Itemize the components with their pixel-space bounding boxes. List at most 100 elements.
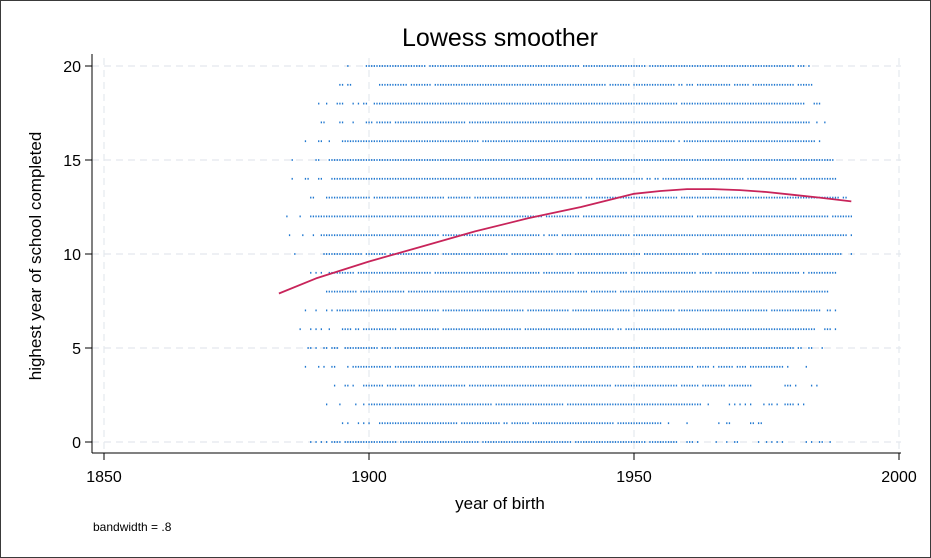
data-point: [434, 365, 436, 368]
data-point: [429, 65, 431, 67]
data-point: [561, 328, 564, 331]
data-point: [598, 365, 601, 368]
data-point: [527, 422, 529, 425]
data-point: [410, 196, 413, 199]
data-point: [418, 177, 421, 180]
data-point: [803, 290, 805, 293]
data-point: [559, 365, 561, 368]
data-point: [598, 102, 601, 105]
data-point: [553, 441, 556, 443]
data-point: [702, 121, 704, 124]
data-point: [787, 328, 789, 331]
data-point: [471, 441, 474, 443]
data-point: [606, 65, 609, 67]
data-point: [341, 253, 344, 255]
data-point: [490, 384, 492, 387]
data-point: [583, 65, 585, 67]
data-point: [776, 121, 778, 124]
data-point: [620, 422, 622, 425]
data-point: [800, 177, 802, 180]
data-point: [816, 177, 818, 180]
data-point: [795, 328, 797, 331]
data-point: [710, 271, 712, 274]
data-point: [421, 159, 423, 161]
data-point: [636, 83, 638, 86]
data-point: [636, 121, 638, 124]
data-point: [572, 234, 574, 237]
data-point: [644, 290, 646, 293]
data-point: [458, 102, 460, 105]
data-point: [498, 290, 500, 293]
data-point: [500, 83, 503, 86]
data-point: [339, 102, 341, 105]
data-point: [455, 65, 458, 67]
data-point: [638, 290, 640, 293]
data-point: [609, 290, 611, 293]
data-point: [715, 121, 717, 124]
data-point: [477, 121, 479, 124]
data-point: [532, 234, 534, 237]
data-point: [394, 328, 397, 331]
data-point: [389, 65, 391, 67]
data-point: [646, 253, 648, 255]
data-point: [405, 215, 407, 218]
data-point: [651, 347, 654, 349]
y-tick-label: 10: [63, 247, 81, 264]
data-point: [519, 102, 521, 105]
data-point: [559, 347, 561, 349]
data-point: [344, 253, 346, 255]
data-point: [591, 403, 593, 406]
data-point: [808, 196, 810, 199]
data-point: [532, 441, 534, 443]
data-point: [503, 65, 505, 67]
data-point: [461, 196, 463, 199]
data-point: [463, 271, 466, 274]
data-point: [333, 290, 336, 293]
data-point: [522, 234, 524, 237]
data-point: [598, 196, 601, 199]
data-point: [434, 177, 436, 180]
data-point: [434, 102, 436, 105]
data-point: [636, 234, 638, 237]
data-point: [490, 309, 492, 312]
data-point: [538, 309, 540, 312]
data-point: [527, 441, 529, 443]
data-point: [736, 309, 739, 312]
data-point: [553, 422, 556, 425]
data-point: [750, 365, 752, 368]
data-point: [516, 328, 519, 331]
data-point: [750, 140, 752, 143]
data-point: [567, 196, 569, 199]
data-point: [657, 253, 659, 255]
data-point: [596, 102, 598, 105]
data-point: [500, 215, 503, 218]
data-point: [400, 140, 402, 143]
data-point: [723, 196, 725, 199]
data-point: [421, 121, 423, 124]
data-point: [614, 177, 617, 180]
data-point: [747, 234, 749, 237]
data-point: [535, 196, 537, 199]
data-point: [437, 290, 439, 293]
data-point: [765, 215, 768, 218]
data-point: [651, 253, 654, 255]
data-point: [567, 65, 569, 67]
data-point: [408, 215, 410, 218]
data-point: [429, 102, 431, 105]
data-point: [551, 309, 553, 312]
data-point: [641, 121, 643, 124]
data-point: [535, 403, 537, 406]
data-point: [373, 215, 375, 218]
data-point: [591, 140, 593, 143]
data-point: [514, 177, 516, 180]
data-point: [731, 196, 733, 199]
data-point: [686, 83, 688, 86]
data-point: [530, 177, 532, 180]
data-point: [659, 328, 662, 331]
data-point: [641, 65, 643, 67]
data-point: [673, 65, 675, 67]
data-point: [402, 215, 405, 218]
data-point: [368, 253, 370, 255]
data-point: [389, 83, 391, 86]
data-point: [784, 65, 786, 67]
